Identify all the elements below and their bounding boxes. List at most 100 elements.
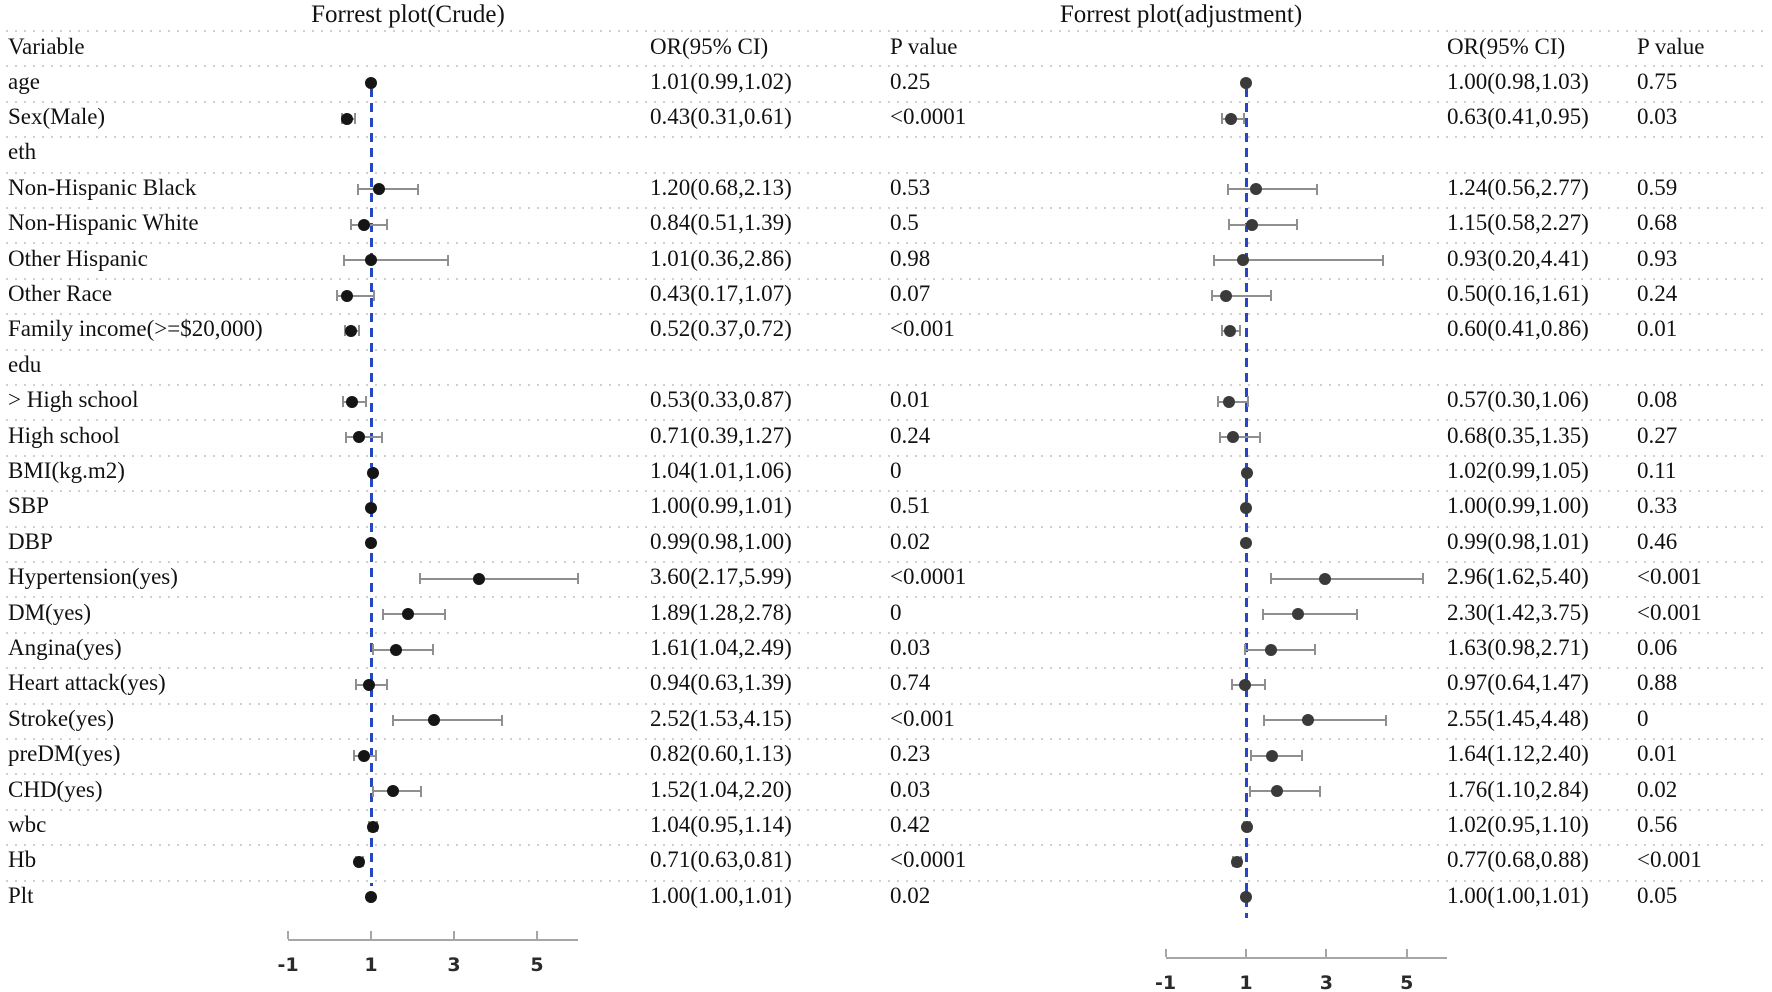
p-value: <0.001 <box>1637 564 1702 590</box>
point-estimate-dot <box>345 395 358 408</box>
ci-cap-high <box>381 431 384 443</box>
row-separator <box>6 65 1766 68</box>
x-axis-tick-label: 3 <box>1319 972 1333 992</box>
ci-errorbar <box>357 188 418 191</box>
ci-cap-high <box>431 644 434 655</box>
p-value: 0.05 <box>1637 882 1678 908</box>
p-value: 0.01 <box>890 387 931 413</box>
x-axis-line <box>288 939 578 941</box>
ci-cap-low <box>392 714 394 726</box>
ci-errorbar <box>344 259 449 262</box>
row-separator <box>6 136 1766 139</box>
row-separator <box>6 313 1766 316</box>
point-estimate-dot <box>390 643 403 656</box>
point-estimate-dot <box>1238 678 1251 691</box>
or-ci-value: 1.02(0.99,1.05) <box>1447 458 1589 483</box>
p-value: 0.01 <box>1637 316 1678 342</box>
or-ci-value: 0.93(0.20,4.41) <box>1447 245 1589 271</box>
point-estimate-dot <box>353 431 365 444</box>
point-estimate-dot <box>472 572 485 585</box>
ci-cap-low <box>344 431 347 443</box>
p-value: <0.001 <box>1637 599 1702 625</box>
ci-cap-high <box>1319 785 1321 797</box>
p-value: 0 <box>1637 705 1649 731</box>
ci-errorbar <box>392 719 502 722</box>
or-ci-value: 1.00(1.00,1.01) <box>650 882 792 908</box>
p-value: 0.25 <box>890 68 931 94</box>
ci-cap-low <box>354 679 357 691</box>
or-ci-value: 1.64(1.12,2.40) <box>1447 741 1589 767</box>
or-ci-value: 0.60(0.41,0.86) <box>1447 316 1589 342</box>
ci-cap-high <box>353 113 356 124</box>
or-ci-value: 2.52(1.53,4.15) <box>650 705 792 731</box>
ci-cap-high <box>1269 290 1272 301</box>
or-ci-value: 0.43(0.31,0.61) <box>650 104 792 129</box>
ci-cap-low <box>343 325 346 337</box>
ci-cap-low <box>353 750 356 762</box>
p-value: 0.74 <box>890 670 931 696</box>
or-ci-value: 1.00(1.00,1.01) <box>1447 882 1589 908</box>
p-value: 0.03 <box>1637 104 1678 129</box>
p-value: 0.07 <box>890 281 931 306</box>
p-value: 0.46 <box>1637 528 1678 554</box>
p-value: <0.0001 <box>890 104 967 129</box>
crude-panel-title: Forrest plot(Crude) <box>311 1 505 28</box>
ci-cap-low <box>343 254 346 266</box>
row-separator <box>6 525 1766 528</box>
or-ci-value: 0.71(0.39,1.27) <box>650 422 792 448</box>
ci-cap-low <box>1244 644 1247 655</box>
p-value: 0.51 <box>890 493 931 519</box>
x-axis-tick <box>453 931 455 939</box>
ci-cap-high <box>577 573 580 585</box>
adjustment-p-column-header: P value <box>1637 34 1705 59</box>
point-estimate-dot <box>1227 431 1240 444</box>
or-ci-value: 2.30(1.42,3.75) <box>1447 599 1589 625</box>
p-value: 0.02 <box>890 528 931 554</box>
ci-cap-low <box>371 785 374 797</box>
point-estimate-dot <box>386 785 399 798</box>
row-label: Heart attack(yes) <box>8 670 166 696</box>
ci-cap-low <box>1218 431 1221 443</box>
or-ci-value: 1.01(0.99,1.02) <box>650 68 792 94</box>
row-label: wbc <box>8 812 47 837</box>
row-separator <box>6 808 1766 811</box>
ci-cap-high <box>358 325 361 337</box>
p-value: 0.08 <box>1637 387 1678 413</box>
point-estimate-dot <box>341 112 354 125</box>
ci-cap-low <box>342 396 345 408</box>
ci-errorbar <box>1262 613 1357 616</box>
x-axis-tick-label: 1 <box>364 954 378 976</box>
x-axis-tick <box>287 931 289 939</box>
x-axis-tick <box>1325 949 1328 957</box>
or-ci-value: 0.71(0.63,0.81) <box>650 847 792 873</box>
point-estimate-dot <box>1237 254 1250 267</box>
ci-cap-low <box>1212 254 1215 266</box>
x-axis-tick <box>1405 949 1408 957</box>
p-value: 0.01 <box>1637 741 1678 767</box>
row-label: BMI(kg.m2) <box>8 458 125 483</box>
row-separator <box>6 348 1766 351</box>
ci-errorbar <box>1270 577 1423 580</box>
ci-cap-high <box>1355 608 1358 620</box>
row-label: DM(yes) <box>8 599 92 625</box>
or-ci-value: 0.63(0.41,0.95) <box>1447 104 1589 129</box>
point-estimate-dot <box>341 289 354 302</box>
p-value: 0.33 <box>1637 493 1678 519</box>
x-axis-tick-label: 5 <box>530 954 544 976</box>
row-label: Non-Hispanic White <box>8 210 199 236</box>
p-value: <0.001 <box>890 316 955 342</box>
ci-errorbar <box>1212 294 1271 297</box>
row-separator <box>6 207 1766 209</box>
ci-cap-low <box>1263 714 1266 726</box>
or-ci-value: 0.97(0.64,1.47) <box>1447 670 1589 696</box>
ci-cap-high <box>386 219 389 231</box>
row-separator <box>6 100 1766 103</box>
point-estimate-dot <box>1246 218 1258 231</box>
ci-cap-high <box>1243 113 1245 124</box>
point-estimate-dot <box>1240 820 1253 833</box>
row-separator <box>6 667 1766 670</box>
row-label: Other Hispanic <box>8 245 148 271</box>
p-value: 0.5 <box>890 210 919 236</box>
point-estimate-dot <box>1222 395 1235 408</box>
